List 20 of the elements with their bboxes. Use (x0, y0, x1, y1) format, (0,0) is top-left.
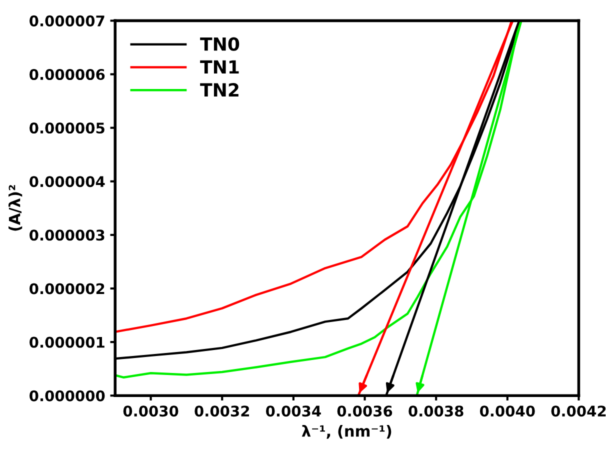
legend-label: TN0 (200, 37, 240, 51)
y-axis-title: (A/λ)² (8, 185, 22, 231)
y-tick-label: 0.000006 (30, 68, 105, 80)
x-tick-label: 0.0034 (266, 406, 321, 417)
y-tick-label: 0.000005 (30, 122, 104, 134)
y-tick-label: 0.000004 (30, 176, 105, 188)
y-tick-label: 0.000007 (30, 15, 104, 26)
x-tick-label: 0.0038 (408, 406, 464, 417)
x-tick-label: 0.0036 (337, 406, 392, 417)
y-tick-label: 0.000000 (30, 390, 105, 402)
x-tick-label: 0.0042 (551, 406, 606, 417)
x-tick-label: 0.0040 (480, 406, 535, 417)
y-tick-label: 0.000002 (30, 283, 104, 294)
x-axis-title: λ⁻¹, (nm⁻¹) (302, 424, 392, 439)
x-tick-label: 0.0032 (194, 406, 249, 417)
legend-label: TN1 (200, 60, 239, 74)
legend-label: TN2 (200, 83, 238, 96)
x-tick-label: 0.0030 (123, 406, 178, 417)
y-tick-label: 0.000001 (30, 336, 104, 348)
y-tick-label: 0.000003 (30, 230, 104, 241)
